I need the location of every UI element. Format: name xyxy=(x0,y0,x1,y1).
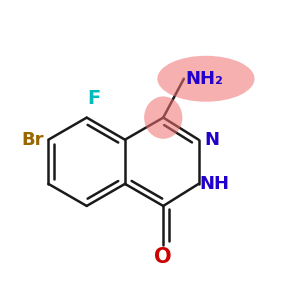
Ellipse shape xyxy=(158,56,254,102)
Text: F: F xyxy=(87,89,101,108)
Text: NH₂: NH₂ xyxy=(185,70,224,88)
Text: NH: NH xyxy=(200,175,230,193)
Text: O: O xyxy=(154,247,172,267)
Text: N: N xyxy=(204,131,219,149)
Text: Br: Br xyxy=(21,131,44,149)
Ellipse shape xyxy=(144,96,182,139)
